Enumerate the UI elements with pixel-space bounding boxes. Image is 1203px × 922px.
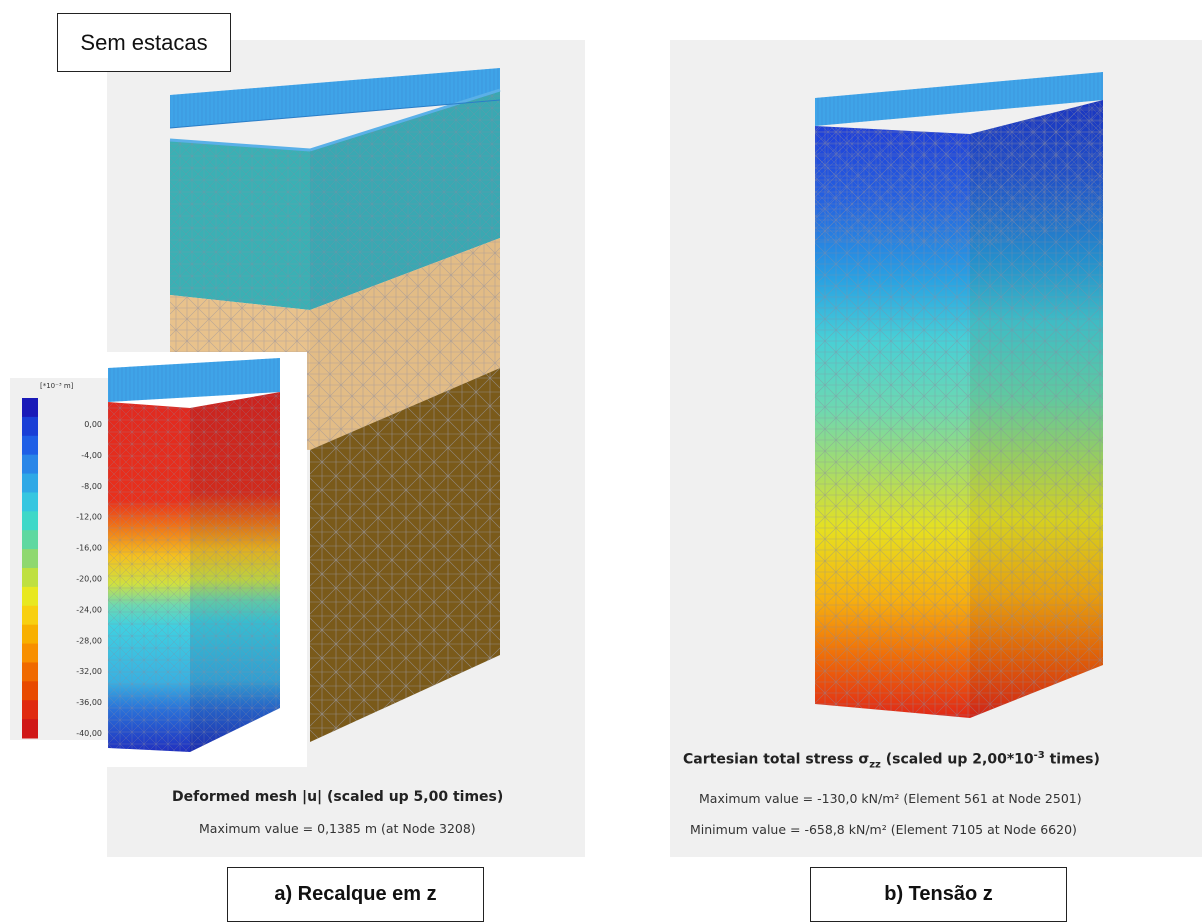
right-caption-title-part1: Cartesian total stress σ <box>683 751 870 768</box>
inset-mesh-model <box>108 358 280 752</box>
legend-tick-label: -8,00 <box>81 482 102 491</box>
right-caption-title-part2: (scaled up 2,00*10 <box>880 751 1034 768</box>
label-sem-estacas: Sem estacas <box>57 13 231 72</box>
legend-tick-label: -4,00 <box>81 451 102 460</box>
right-stress-mesh-model <box>815 72 1103 718</box>
legend-band <box>22 416 38 437</box>
legend-band <box>22 643 38 663</box>
right-caption-min: Minimum value = -658,8 kN/m² (Element 71… <box>690 822 1077 837</box>
legend-band <box>22 624 38 645</box>
legend-tick-label: -24,00 <box>76 605 102 614</box>
legend-tick-label: -20,00 <box>76 575 102 584</box>
right-caption-subscript: zz <box>869 759 881 771</box>
color-legend: [*10⁻³ m] 0,00 -4,00 -8,00 -12,00 -16,00 -20,… <box>22 382 102 739</box>
legend-band <box>22 473 38 493</box>
legend-band <box>22 662 38 682</box>
legend-band <box>22 454 38 475</box>
left-caption-max: Maximum value = 0,1385 m (at Node 3208) <box>199 821 476 836</box>
legend-tick-label: -28,00 <box>76 636 102 645</box>
legend-tick-label: -16,00 <box>76 544 102 553</box>
legend-tick-label: -32,00 <box>76 667 102 676</box>
subfigure-a-label: a) Recalque em z <box>227 867 484 922</box>
legend-band <box>22 700 38 720</box>
right-caption-superscript: -3 <box>1033 750 1045 761</box>
legend-tick-label: 0,00 <box>84 420 102 429</box>
legend-band <box>22 530 38 550</box>
legend-band <box>22 568 38 588</box>
left-caption-title: Deformed mesh |u| (scaled up 5,00 times) <box>172 789 504 805</box>
legend-band <box>22 586 38 607</box>
legend-band <box>22 511 38 531</box>
legend-band <box>22 719 38 739</box>
legend-band <box>22 681 38 701</box>
legend-tick-label: -36,00 <box>76 698 102 707</box>
right-caption-title-part3: times) <box>1044 751 1100 768</box>
right-caption-max: Maximum value = -130,0 kN/m² (Element 56… <box>699 791 1082 806</box>
right-caption-title: Cartesian total stress σzz (scaled up 2,… <box>683 750 1100 770</box>
legend-band <box>22 398 38 418</box>
legend-band <box>22 549 38 569</box>
legend-band <box>22 605 38 626</box>
subfigure-b-label: b) Tensão z <box>810 867 1067 922</box>
legend-band <box>22 435 38 456</box>
legend-tick-label: -12,00 <box>76 513 102 522</box>
legend-unit: [*10⁻³ m] <box>40 382 74 390</box>
legend-band <box>22 492 38 512</box>
legend-tick-label: -40,00 <box>76 729 102 738</box>
